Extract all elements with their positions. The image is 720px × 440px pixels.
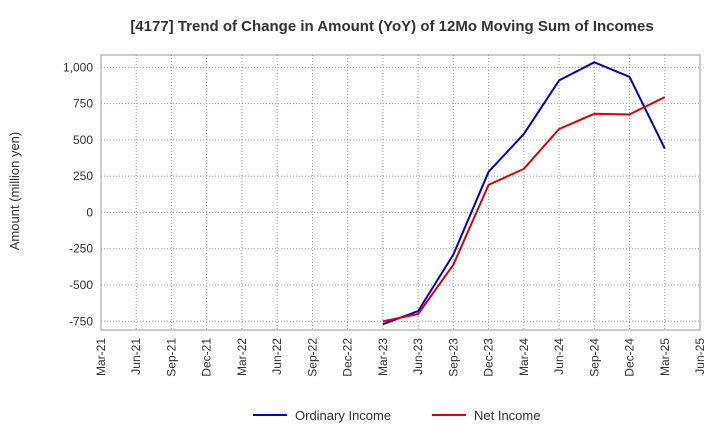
x-tick-label: Mar-21 — [94, 338, 108, 376]
series-lines — [382, 61, 666, 326]
y-tick-label: -500 — [69, 278, 93, 292]
x-tick-label: Dec-23 — [482, 338, 496, 377]
legend-label: Net Income — [474, 408, 540, 423]
x-tick-label: Jun-22 — [270, 338, 284, 375]
y-tick-label: -750 — [69, 314, 93, 328]
x-tick-label: Sep-22 — [305, 338, 319, 377]
x-tick-label: Jun-24 — [552, 338, 566, 375]
x-tick-label: Mar-22 — [235, 338, 249, 376]
y-tick-label: 750 — [73, 97, 93, 111]
x-axis-ticks: Mar-21 Jun-21 Sep-21 Dec-21 Mar-22 Jun-22 Sep-… — [94, 338, 707, 377]
grid-lines — [100, 55, 701, 330]
y-axis-ticks: 1,000 750 500 250 0 -250 -500 -750 — [63, 60, 93, 328]
plot-area-frame — [100, 54, 701, 331]
legend-label: Ordinary Income — [295, 408, 391, 423]
chart-title: [4177] Trend of Change in Amount (YoY) o… — [130, 18, 653, 35]
x-tick-label: Dec-24 — [623, 338, 637, 377]
x-tick-label: Sep-21 — [164, 338, 178, 377]
x-tick-label: Sep-23 — [446, 338, 460, 377]
y-tick-label: 0 — [86, 205, 93, 219]
legend: Ordinary Income Net Income — [253, 408, 540, 423]
y-tick-label: -250 — [69, 242, 93, 256]
x-tick-label: Jun-25 — [693, 338, 707, 375]
x-tick-label: Sep-24 — [587, 338, 601, 377]
x-tick-label: Mar-24 — [517, 338, 531, 376]
x-tick-label: Dec-21 — [200, 338, 214, 377]
x-tick-label: Mar-23 — [376, 338, 390, 376]
y-tick-label: 1,000 — [63, 60, 93, 74]
x-tick-label: Mar-25 — [658, 338, 672, 376]
y-axis-title: Amount (million yen) — [7, 132, 22, 251]
y-tick-label: 500 — [73, 133, 93, 147]
x-tick-label: Dec-22 — [341, 338, 355, 377]
y-tick-label: 250 — [73, 169, 93, 183]
series-line — [382, 61, 666, 326]
x-tick-label: Jun-21 — [129, 338, 143, 375]
x-tick-label: Jun-23 — [411, 338, 425, 375]
series-line — [382, 96, 666, 323]
